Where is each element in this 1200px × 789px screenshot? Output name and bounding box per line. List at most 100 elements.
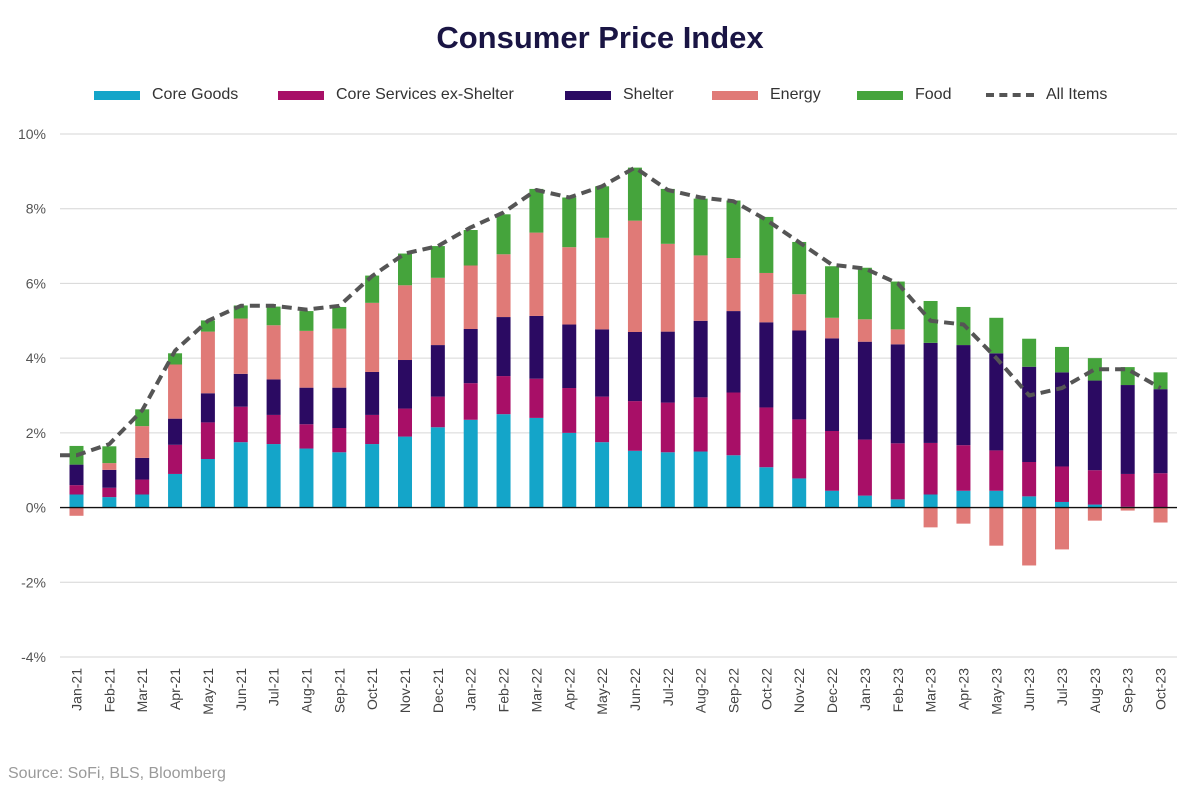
x-tick-label: Oct-21 [364, 668, 380, 710]
bar-food [627, 167, 642, 221]
bar-shelter [825, 338, 840, 431]
bar-core-goods [562, 432, 577, 508]
bar-core-services-ex-shelter [956, 445, 971, 491]
bar-food [1055, 346, 1069, 373]
bar-core-services-ex-shelter [332, 428, 347, 453]
bar-core-goods [923, 494, 938, 508]
bar-energy [792, 294, 807, 331]
bar-energy [168, 364, 183, 419]
bar-shelter [759, 322, 774, 408]
bar-food [430, 246, 445, 278]
all-items-line [60, 165, 1162, 458]
y-tick-label: -4% [21, 649, 46, 665]
bar-core-services-ex-shelter [1055, 466, 1069, 502]
bar-energy [956, 507, 971, 524]
bar-shelter [857, 341, 872, 440]
bar-core-goods [1087, 504, 1102, 508]
legend-item-food[interactable]: Food [857, 84, 951, 106]
bar-core-goods [726, 455, 741, 508]
bar-core-services-ex-shelter [1120, 473, 1135, 507]
bar-shelter [463, 329, 478, 384]
legend-item-energy[interactable]: Energy [712, 84, 821, 106]
x-tick-label: Apr-22 [561, 668, 577, 710]
bar-core-goods [299, 448, 314, 508]
bar-food [857, 267, 872, 320]
bar-energy [1022, 507, 1037, 566]
bar-core-services-ex-shelter [923, 442, 938, 495]
y-axis-ticks: -4% -2% 0% 2% 4% 6% 8% 10% [18, 126, 46, 665]
bar-core-services-ex-shelter [365, 414, 380, 445]
bar-core-services-ex-shelter [792, 419, 807, 479]
bar-food [463, 230, 478, 266]
stacked-bars [69, 167, 1168, 566]
bar-food [595, 186, 610, 238]
bar-core-goods [857, 495, 872, 508]
bar-core-goods [825, 490, 840, 508]
bar-core-goods [1022, 496, 1037, 508]
bar-food [299, 311, 314, 331]
legend-label-core-goods: Core Goods [152, 86, 239, 103]
x-tick-label: Oct-22 [758, 668, 774, 710]
x-tick-label: Jun-21 [233, 668, 249, 711]
legend-swatch-food [857, 90, 903, 100]
x-tick-label: Aug-21 [298, 668, 314, 713]
x-tick-label: Oct-23 [1153, 668, 1169, 710]
bar-energy [496, 254, 511, 318]
bar-food [266, 306, 281, 326]
bar-core-goods [430, 427, 445, 508]
bar-energy [69, 507, 84, 516]
x-tick-label: Sep-22 [726, 668, 742, 713]
x-tick-label: Jul-22 [660, 668, 676, 706]
bar-food [1087, 358, 1102, 381]
legend-item-core-services-ex-shelter[interactable]: Core Services ex-Shelter [278, 84, 514, 106]
x-tick-label: Mar-22 [528, 668, 544, 713]
chart-title: Consumer Price Index [436, 20, 764, 55]
bar-shelter [299, 387, 314, 425]
legend-item-all-items[interactable]: All Items [986, 84, 1107, 106]
legend-item-core-goods[interactable]: Core Goods [94, 84, 238, 106]
bar-energy [923, 507, 938, 528]
bar-shelter [989, 353, 1004, 451]
x-tick-label: Feb-22 [496, 668, 512, 713]
bar-energy [463, 265, 478, 330]
bar-food [135, 409, 150, 427]
bar-shelter [627, 331, 642, 402]
x-tick-label: Feb-23 [890, 668, 906, 713]
x-tick-label: Nov-22 [791, 668, 807, 713]
bar-food [102, 446, 117, 464]
bar-shelter [266, 379, 281, 415]
bar-shelter [69, 464, 84, 486]
bar-core-services-ex-shelter [529, 378, 544, 418]
legend-item-shelter[interactable]: Shelter [565, 84, 674, 106]
x-tick-label: May-22 [594, 668, 610, 715]
legend-swatch-all-items [986, 93, 1034, 97]
bar-core-services-ex-shelter [102, 487, 117, 498]
legend-label-energy: Energy [770, 86, 821, 103]
x-tick-label: Aug-23 [1087, 668, 1103, 713]
bar-shelter [200, 393, 215, 423]
bar-core-goods [496, 414, 511, 508]
bar-core-goods [398, 436, 412, 508]
y-tick-label: 8% [26, 201, 46, 217]
bar-core-goods [463, 419, 478, 508]
bar-core-services-ex-shelter [463, 383, 478, 420]
bar-energy [1055, 507, 1069, 550]
bar-energy [398, 285, 412, 361]
bar-food [168, 353, 183, 365]
x-tick-label: Sep-21 [331, 668, 347, 713]
x-tick-label: Jan-23 [857, 668, 873, 711]
x-tick-label: Mar-21 [134, 668, 150, 713]
x-tick-label: Apr-23 [955, 668, 971, 710]
bar-shelter [1087, 380, 1102, 471]
bar-food [890, 281, 905, 330]
x-tick-label: May-23 [988, 668, 1004, 715]
bar-shelter [168, 418, 183, 445]
bar-shelter [1055, 372, 1069, 467]
bar-shelter [956, 345, 971, 446]
legend-swatch-core-services-ex-shelter [278, 90, 324, 100]
x-tick-label: Feb-21 [101, 668, 117, 713]
bar-core-services-ex-shelter [660, 402, 675, 453]
source-note: Source: SoFi, BLS, Bloomberg [8, 765, 226, 782]
bar-food [365, 275, 380, 303]
